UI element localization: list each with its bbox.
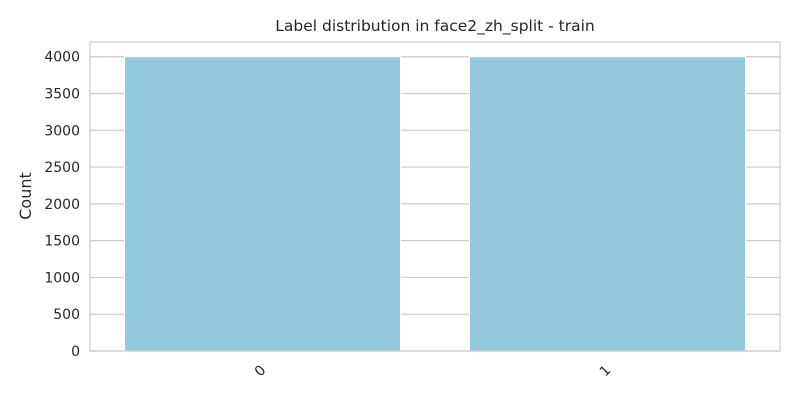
y-tick-label: 2000 xyxy=(44,197,80,213)
y-tick-label: 500 xyxy=(53,307,80,323)
y-tick-label: 3500 xyxy=(44,87,80,103)
bars xyxy=(124,56,746,352)
chart-title: Label distribution in face2_zh_split - t… xyxy=(275,17,595,36)
y-axis-label: Count xyxy=(16,172,35,220)
y-tick-label: 0 xyxy=(71,344,80,360)
bar-0 xyxy=(124,56,401,352)
plot-frame xyxy=(89,41,781,352)
y-tick-label: 3000 xyxy=(44,123,80,139)
x-tick-label: 1 xyxy=(597,363,615,381)
y-tick-label: 1500 xyxy=(44,234,80,250)
y-tick-label: 2500 xyxy=(44,160,80,176)
bar-1 xyxy=(469,56,746,352)
y-tick-labels: 0 500 1000 1500 2000 2500 3000 3500 4000 xyxy=(44,50,80,360)
y-tick-label: 4000 xyxy=(44,50,80,66)
x-tick-label: 0 xyxy=(252,363,270,381)
y-tick-label: 1000 xyxy=(44,270,80,286)
